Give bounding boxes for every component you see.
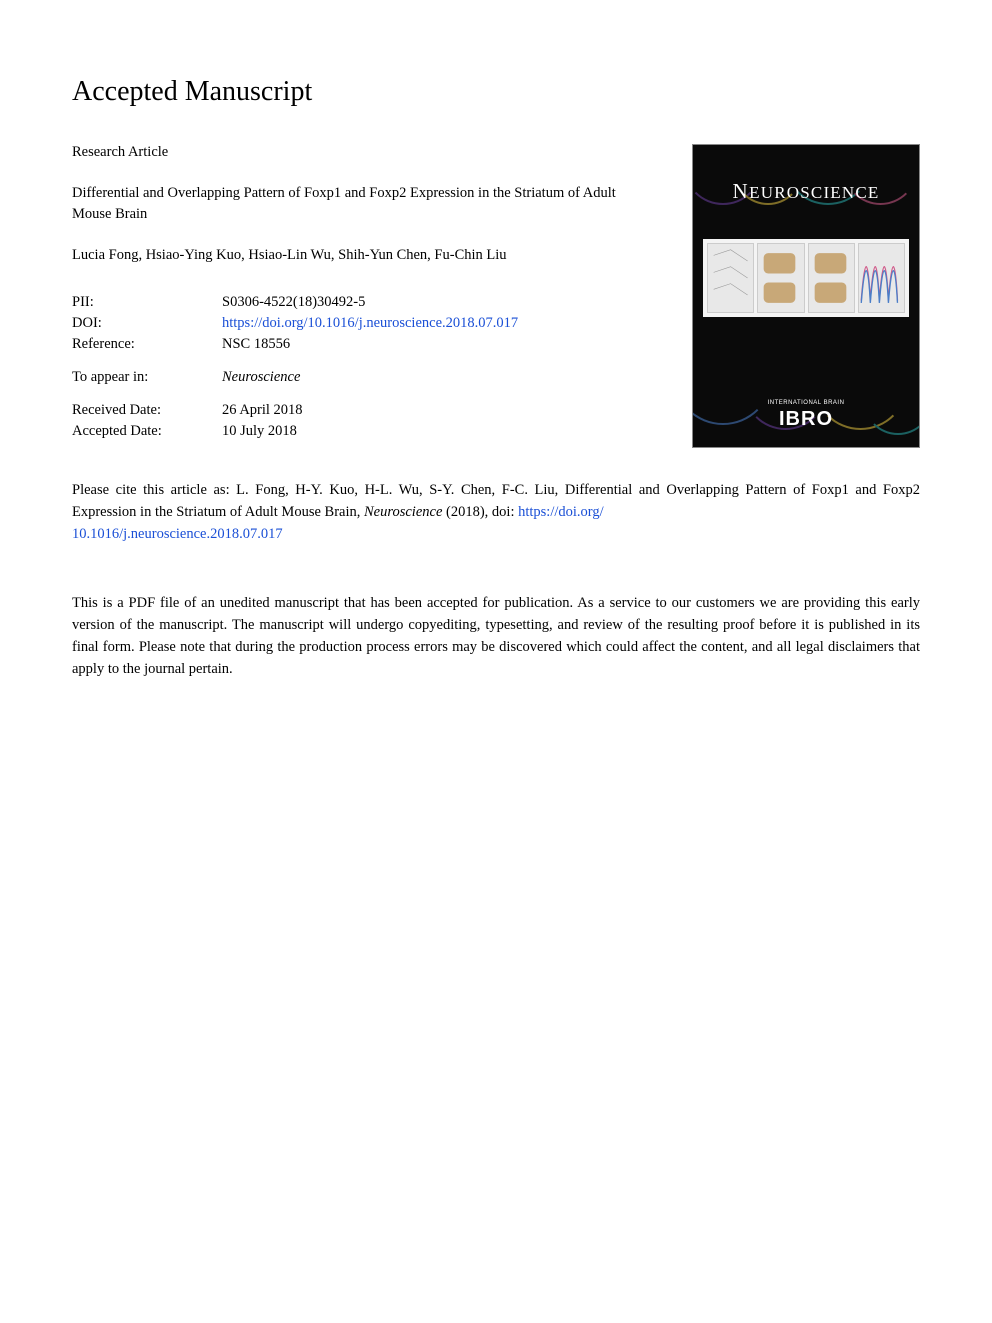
cover-panel <box>707 243 754 313</box>
left-column: Research Article Differential and Overla… <box>72 144 632 442</box>
doi-label: DOI: <box>72 313 222 334</box>
cover-publisher-name: IBRO <box>779 408 833 430</box>
citation-doi-part2: 10.1016/j.neuroscience.2018.07.017 <box>72 526 283 542</box>
reference-label: Reference: <box>72 334 222 355</box>
table-row: DOI: https://doi.org/10.1016/j.neuroscie… <box>72 313 518 334</box>
accepted-value: 10 July 2018 <box>222 421 518 442</box>
accepted-label: Accepted Date: <box>72 421 222 442</box>
appear-value: Neuroscience <box>222 367 518 388</box>
table-row: Reference: NSC 18556 <box>72 334 518 355</box>
content-area: Research Article Differential and Overla… <box>72 144 920 442</box>
table-row: PII: S0306-4522(18)30492-5 <box>72 292 518 313</box>
citation-middle: (2018), doi: <box>442 504 518 520</box>
table-row: To appear in: Neuroscience <box>72 367 518 388</box>
received-label: Received Date: <box>72 400 222 421</box>
table-row: Received Date: 26 April 2018 <box>72 400 518 421</box>
cover-title-caps: N <box>733 179 750 203</box>
citation-doi-part1: https://doi.org/ <box>518 504 604 520</box>
pii-label: PII: <box>72 292 222 313</box>
cover-publisher-subtitle: INTERNATIONAL BRAIN <box>693 400 919 406</box>
article-title: Differential and Overlapping Pattern of … <box>72 183 632 225</box>
doi-link[interactable]: https://doi.org/10.1016/j.neuroscience.2… <box>222 315 518 331</box>
citation-journal: Neuroscience <box>364 504 442 520</box>
citation-block: Please cite this article as: L. Fong, H-… <box>72 480 920 545</box>
cover-publisher: INTERNATIONAL BRAIN IBRO <box>693 400 919 431</box>
table-row: Accepted Date: 10 July 2018 <box>72 421 518 442</box>
cover-panel <box>808 243 855 313</box>
cover-figure-band <box>703 239 909 317</box>
appear-label: To appear in: <box>72 367 222 388</box>
reference-value: NSC 18556 <box>222 334 518 355</box>
metadata-table: PII: S0306-4522(18)30492-5 DOI: https://… <box>72 292 518 442</box>
cover-panel <box>757 243 804 313</box>
disclaimer-text: This is a PDF file of an unedited manusc… <box>72 593 920 680</box>
page-heading: Accepted Manuscript <box>72 76 920 108</box>
pii-value: S0306-4522(18)30492-5 <box>222 292 518 313</box>
cover-title-rest: EUROSCIENCE <box>749 183 879 202</box>
cover-journal-title: NEUROSCIENCE <box>693 179 919 204</box>
authors: Lucia Fong, Hsiao-Ying Kuo, Hsiao-Lin Wu… <box>72 247 632 264</box>
cover-panel <box>858 243 905 313</box>
journal-cover: NEUROSCIENCE INTERNATIONAL BRAIN IBRO <box>692 144 920 448</box>
article-type: Research Article <box>72 144 632 161</box>
received-value: 26 April 2018 <box>222 400 518 421</box>
